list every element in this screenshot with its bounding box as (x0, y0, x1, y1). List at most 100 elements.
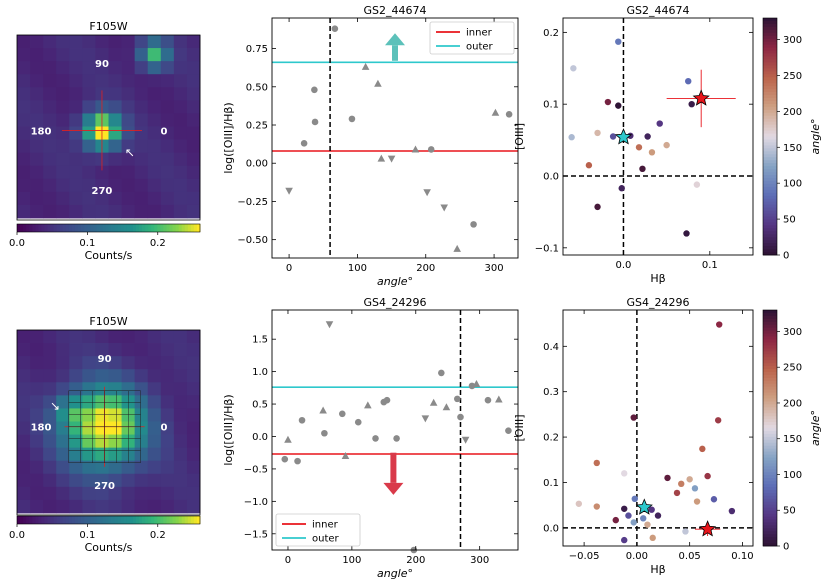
data-point-circle (372, 435, 379, 442)
colorbar-segment (763, 371, 777, 376)
colorbar-tick-label: 150 (783, 434, 802, 445)
colorbar-segment (763, 428, 777, 432)
data-point-triangle-up (361, 62, 370, 70)
image-pixel (108, 191, 122, 206)
image-pixel (43, 165, 57, 180)
image-pixel (56, 499, 70, 514)
colorbar-segment (763, 398, 777, 402)
image-pixel (147, 61, 162, 75)
image-pixel (17, 499, 31, 514)
data-point-circle (311, 86, 318, 94)
cutout-panel: 90 180 0 270 ↘ F105W 0.0 0.1 0.2 Counts/s (9, 315, 201, 554)
colorbar-segment (184, 224, 189, 232)
colorbar-segment (763, 401, 777, 405)
image-pixel (160, 113, 175, 127)
colorbar-segment (38, 516, 42, 524)
image-pixel (186, 369, 201, 383)
data-point-circle (427, 146, 435, 153)
colorbar-segment (151, 224, 155, 232)
image-pixel (95, 204, 109, 219)
data-point (575, 500, 583, 507)
colorbar-segment (32, 516, 36, 524)
image-pixel (30, 473, 44, 488)
image-pixel (17, 369, 31, 383)
colorbar-segment (763, 225, 777, 229)
image-pixel (69, 434, 83, 449)
colorbar-segment (96, 224, 100, 232)
image-pixel (160, 139, 175, 154)
image-pixel (186, 35, 201, 49)
x-axis-label: angle° (377, 275, 413, 288)
colorbar-segment (763, 219, 777, 223)
data-point-circle (321, 429, 328, 437)
image-pixel (56, 74, 70, 88)
image-pixel (147, 126, 162, 140)
image-pixel (82, 408, 96, 422)
panel-title: GS4_24296 (364, 296, 427, 309)
image-pixel (69, 152, 83, 167)
image-pixel (17, 421, 31, 435)
image-pixel (56, 447, 70, 462)
colorbar-segment (763, 324, 777, 329)
colorbar-segment (178, 224, 183, 232)
data-point-triangle-up (374, 79, 382, 87)
image-pixel (121, 434, 136, 449)
image-pixel (134, 382, 149, 396)
image-pixel (17, 356, 31, 370)
image-pixel (160, 204, 175, 219)
data-point (682, 528, 689, 535)
image-pixel (173, 460, 188, 475)
data-point (656, 120, 663, 127)
image-pixel (17, 48, 31, 62)
image-pixel (121, 178, 136, 193)
colorbar-segment (32, 224, 36, 232)
colorbar-segment (763, 422, 777, 426)
image-pixel (134, 408, 149, 422)
colorbar-segment (763, 157, 777, 161)
image-pixel (121, 499, 136, 514)
image-pixel (160, 369, 175, 383)
colorbar-segment (763, 484, 777, 488)
colorbar-label: angle° (809, 410, 822, 446)
y-tick-label: −1.0 (244, 497, 268, 508)
image-pixel (82, 434, 96, 449)
data-point-circle (281, 455, 289, 463)
x-tick-label: 200 (406, 555, 425, 566)
image-pixel (30, 408, 44, 422)
image-pixel (82, 486, 96, 501)
angle-label: 90 (98, 354, 112, 365)
image-pixel (56, 421, 70, 435)
colorbar-segment (763, 106, 777, 111)
colorbar-segment (763, 210, 777, 214)
image-pixel (186, 356, 201, 370)
image-pixel (43, 460, 57, 475)
y-tick-label: −0.25 (237, 197, 268, 208)
colorbar-segment (102, 224, 106, 232)
colorbar-segment (763, 172, 777, 176)
colorbar-segment (763, 53, 777, 57)
image-pixel (108, 126, 122, 140)
direction-arrow: ↖ (125, 145, 135, 159)
colorbar-segment (23, 224, 27, 232)
image-pixel (69, 74, 83, 88)
limit-arrow-head (385, 33, 405, 46)
image-pixel (160, 460, 175, 475)
image-pixel (69, 113, 83, 127)
image-pixel (30, 434, 44, 449)
image-pixel (186, 152, 201, 167)
data-point (710, 496, 718, 503)
colorbar-segment (181, 516, 186, 524)
colorbar-label: Counts/s (85, 249, 133, 262)
image-pixel (30, 35, 44, 49)
colorbar-segment (763, 127, 777, 131)
image-pixel (173, 343, 188, 357)
image-pixel (121, 369, 136, 383)
image-pixel (30, 343, 44, 357)
image-pixel (186, 382, 201, 396)
image-pixel (30, 369, 44, 383)
data-point-triangle-up (491, 108, 500, 116)
image-pixel (134, 100, 149, 114)
image-pixel (17, 382, 31, 396)
image-pixel (108, 434, 122, 449)
image-pixel (69, 48, 83, 62)
